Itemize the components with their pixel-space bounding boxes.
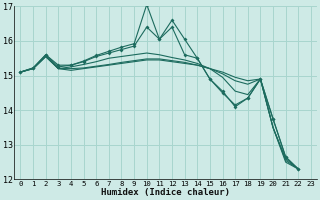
- X-axis label: Humidex (Indice chaleur): Humidex (Indice chaleur): [101, 188, 230, 197]
